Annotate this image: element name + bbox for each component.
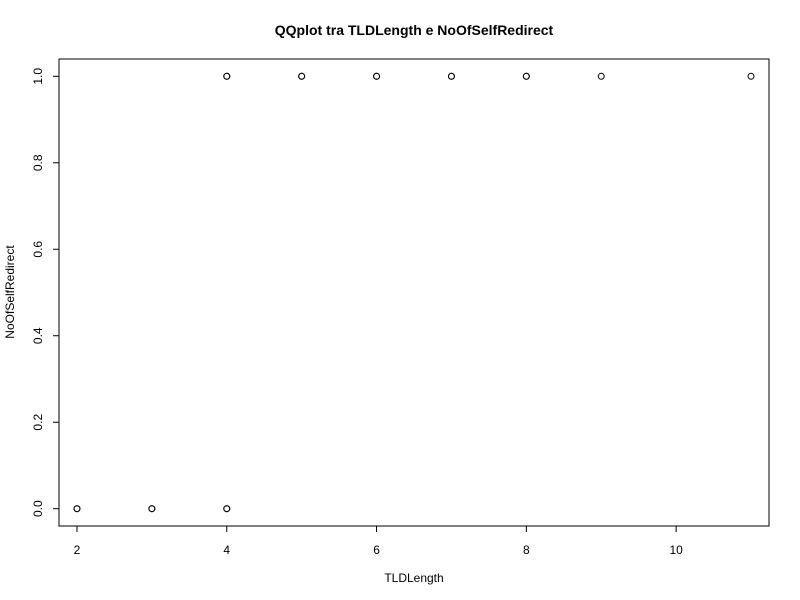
y-tick-label: 0.8 — [31, 154, 45, 171]
x-axis-label: TLDLength — [384, 571, 443, 585]
y-tick-label: 0.2 — [31, 414, 45, 431]
x-tick-label: 10 — [669, 543, 683, 557]
data-point — [447, 72, 455, 80]
x-tick-label: 6 — [373, 543, 380, 557]
data-point — [522, 72, 530, 80]
x-tick-label: 8 — [523, 543, 530, 557]
y-tick-label: 0.6 — [31, 241, 45, 258]
x-tick-label: 4 — [223, 543, 230, 557]
data-point — [73, 505, 81, 513]
y-tick-label: 0.4 — [31, 327, 45, 344]
data-point — [373, 72, 381, 80]
data-point — [148, 505, 156, 513]
chart-title: QQplot tra TLDLength e NoOfSelfRedirect — [275, 22, 554, 38]
x-axis: 2 4 6 8 10 — [74, 525, 683, 557]
data-point — [597, 72, 605, 80]
y-tick-label: 1.0 — [31, 68, 45, 85]
data-point — [747, 72, 755, 80]
data-point — [223, 505, 231, 513]
data-point — [223, 72, 231, 80]
y-axis-label: NoOfSelfRedirect — [3, 245, 17, 339]
y-tick-label: 0.0 — [31, 500, 45, 517]
data-points — [73, 72, 755, 513]
y-axis: 0.0 0.2 0.4 0.6 0.8 1.0 — [31, 68, 60, 517]
x-tick-label: 2 — [74, 543, 81, 557]
data-point — [298, 72, 306, 80]
